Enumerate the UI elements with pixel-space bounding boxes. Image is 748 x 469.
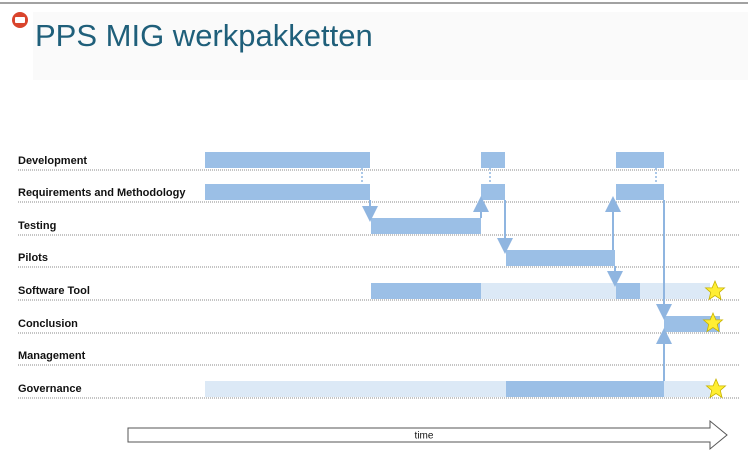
bar (371, 283, 481, 299)
time-label: time (415, 431, 434, 442)
bar (616, 184, 664, 200)
star (702, 311, 724, 333)
rows: Development Requirements and Methodology T… (18, 155, 740, 399)
bar (205, 152, 370, 168)
row-label: Development (18, 155, 87, 167)
bar (616, 283, 640, 299)
bar (481, 184, 505, 200)
row-label: Conclusion (18, 318, 78, 330)
dependencies (361, 168, 672, 381)
bar (371, 218, 481, 234)
bar (664, 381, 710, 397)
title: PPS MIG werkpakketten (35, 18, 373, 53)
row-label: Software Tool (18, 285, 90, 297)
title-box (33, 12, 748, 80)
bar (640, 283, 710, 299)
milestones (702, 279, 727, 399)
bar (506, 250, 615, 266)
bar (506, 381, 664, 397)
row-label: Management (18, 350, 86, 362)
row-label: Requirements and Methodology (18, 187, 186, 199)
time-arrow (127, 419, 728, 451)
logo-mark (15, 17, 25, 23)
bar (481, 283, 616, 299)
bar (481, 152, 505, 168)
bar (205, 381, 506, 397)
row-label: Pilots (18, 252, 48, 264)
bars (205, 152, 720, 397)
row-label: Governance (18, 383, 82, 395)
bar (616, 152, 664, 168)
star (705, 377, 727, 399)
row-label: Testing (18, 220, 56, 232)
star (704, 279, 726, 301)
bar (205, 184, 370, 200)
